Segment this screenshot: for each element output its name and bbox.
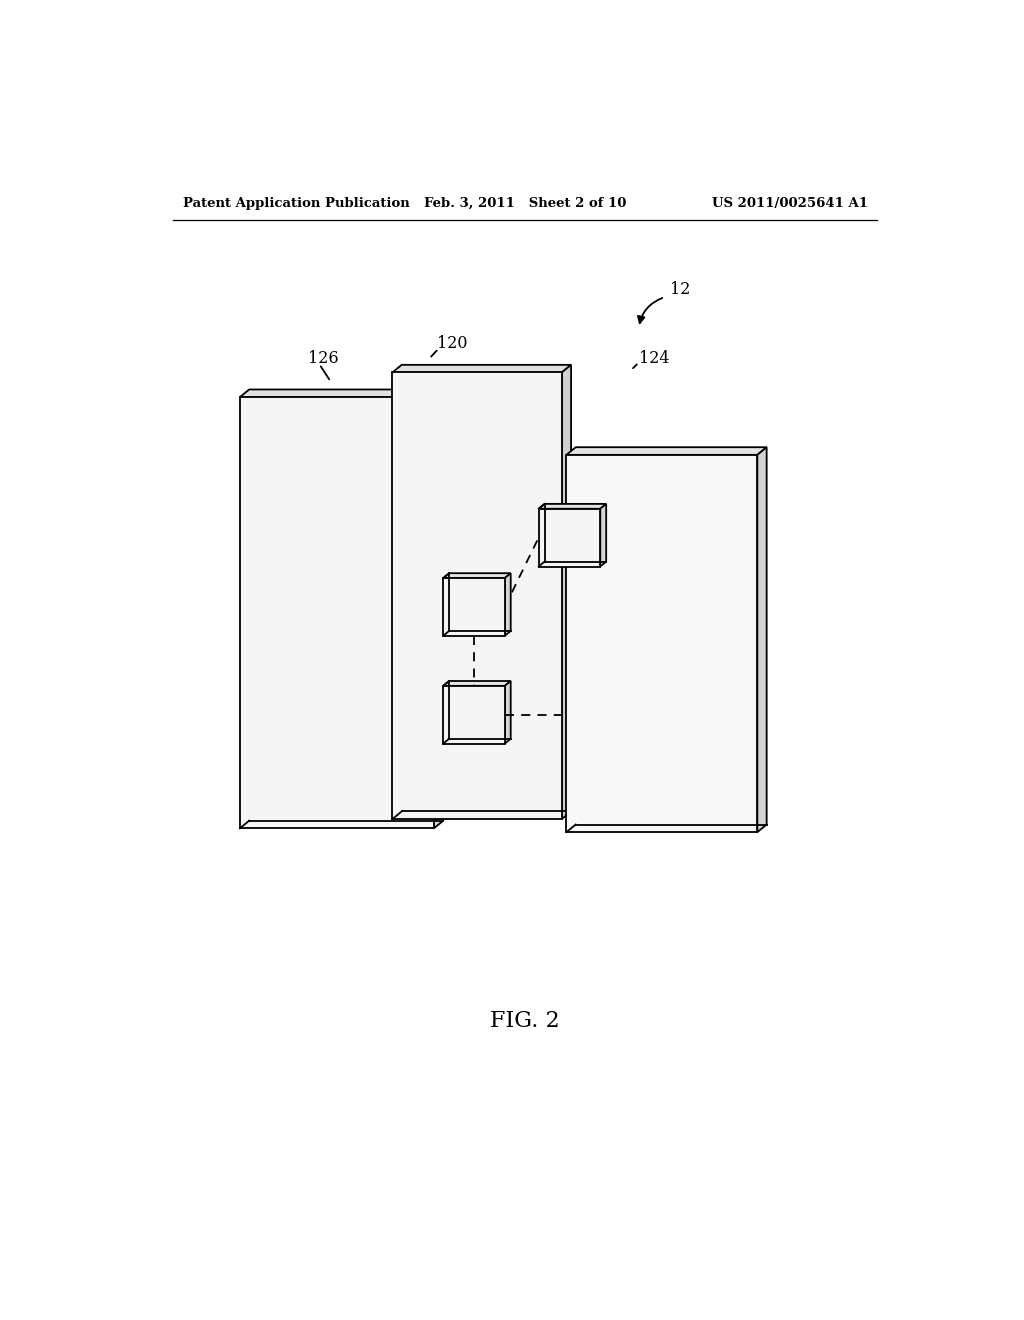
FancyArrowPatch shape bbox=[638, 298, 663, 323]
Polygon shape bbox=[240, 397, 434, 829]
Polygon shape bbox=[240, 389, 443, 397]
Polygon shape bbox=[562, 364, 571, 818]
Text: 12: 12 bbox=[670, 281, 690, 298]
Polygon shape bbox=[434, 389, 443, 829]
Polygon shape bbox=[505, 681, 511, 743]
Polygon shape bbox=[539, 504, 606, 508]
Text: FIG. 2: FIG. 2 bbox=[490, 1010, 559, 1032]
Text: Feb. 3, 2011   Sheet 2 of 10: Feb. 3, 2011 Sheet 2 of 10 bbox=[424, 197, 626, 210]
Polygon shape bbox=[600, 504, 606, 566]
Polygon shape bbox=[758, 447, 767, 832]
Polygon shape bbox=[392, 372, 562, 818]
Text: US 2011/0025641 A1: US 2011/0025641 A1 bbox=[713, 197, 868, 210]
Text: Patent Application Publication: Patent Application Publication bbox=[183, 197, 410, 210]
Text: 126: 126 bbox=[307, 350, 338, 367]
Polygon shape bbox=[539, 508, 600, 566]
Polygon shape bbox=[392, 364, 571, 372]
Text: 122: 122 bbox=[608, 466, 638, 483]
Polygon shape bbox=[566, 447, 767, 455]
Text: 124: 124 bbox=[639, 350, 670, 367]
Polygon shape bbox=[443, 573, 511, 578]
Text: 120: 120 bbox=[437, 335, 468, 351]
Polygon shape bbox=[566, 455, 758, 832]
Polygon shape bbox=[505, 573, 511, 636]
Polygon shape bbox=[443, 681, 511, 686]
Polygon shape bbox=[443, 578, 505, 636]
Polygon shape bbox=[443, 686, 505, 743]
